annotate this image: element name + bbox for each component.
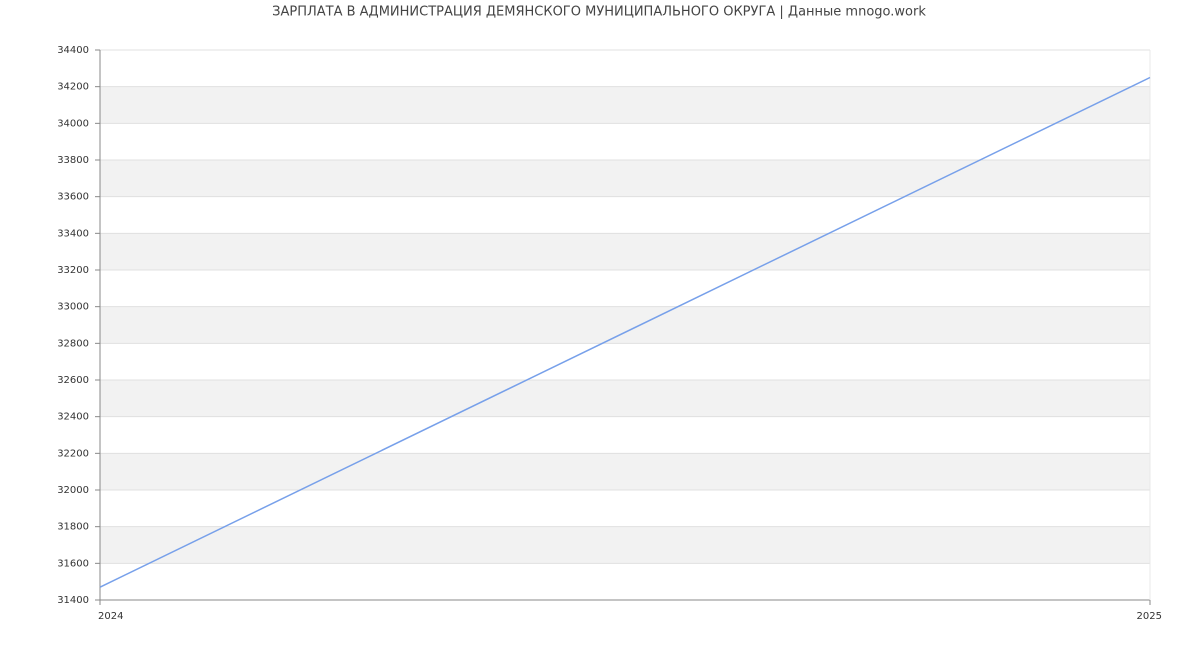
x-tick-label: 2025 (1137, 611, 1162, 622)
y-tick-label: 32200 (57, 448, 89, 459)
grid-band (100, 86, 1150, 124)
y-tick-label: 32600 (57, 375, 89, 386)
grid-band (100, 50, 1150, 87)
grid-band (100, 490, 1150, 527)
grid-band (100, 196, 1150, 234)
grid-band (100, 416, 1150, 454)
y-tick-label: 34400 (57, 45, 89, 56)
y-tick-label: 34000 (57, 118, 89, 129)
y-tick-label: 34200 (57, 82, 89, 93)
y-tick-label: 33800 (57, 155, 89, 166)
grid-band (100, 123, 1150, 160)
y-tick-label: 32400 (57, 412, 89, 423)
y-tick-label: 33600 (57, 192, 89, 203)
y-tick-label: 32000 (57, 485, 89, 496)
y-tick-label: 33200 (57, 265, 89, 276)
grid-band (100, 233, 1150, 270)
grid-band (100, 306, 1150, 344)
y-tick-label: 33000 (57, 302, 89, 313)
y-tick-label: 31600 (57, 558, 89, 569)
grid-band (100, 563, 1150, 600)
y-tick-label: 33400 (57, 228, 89, 239)
y-tick-label: 32800 (57, 338, 89, 349)
x-tick-label: 2024 (98, 611, 123, 622)
grid-band (100, 270, 1150, 307)
grid-band (100, 453, 1150, 490)
y-tick-label: 31800 (57, 522, 89, 533)
grid-band (100, 343, 1150, 380)
chart-title: ЗАРПЛАТА В АДМИНИСТРАЦИЯ ДЕМЯНСКОГО МУНИ… (272, 5, 926, 20)
line-series (99, 76, 1151, 588)
grid-band (100, 380, 1150, 417)
grid-band (100, 526, 1150, 564)
y-tick-label: 31400 (57, 595, 89, 606)
grid-band (100, 160, 1150, 197)
